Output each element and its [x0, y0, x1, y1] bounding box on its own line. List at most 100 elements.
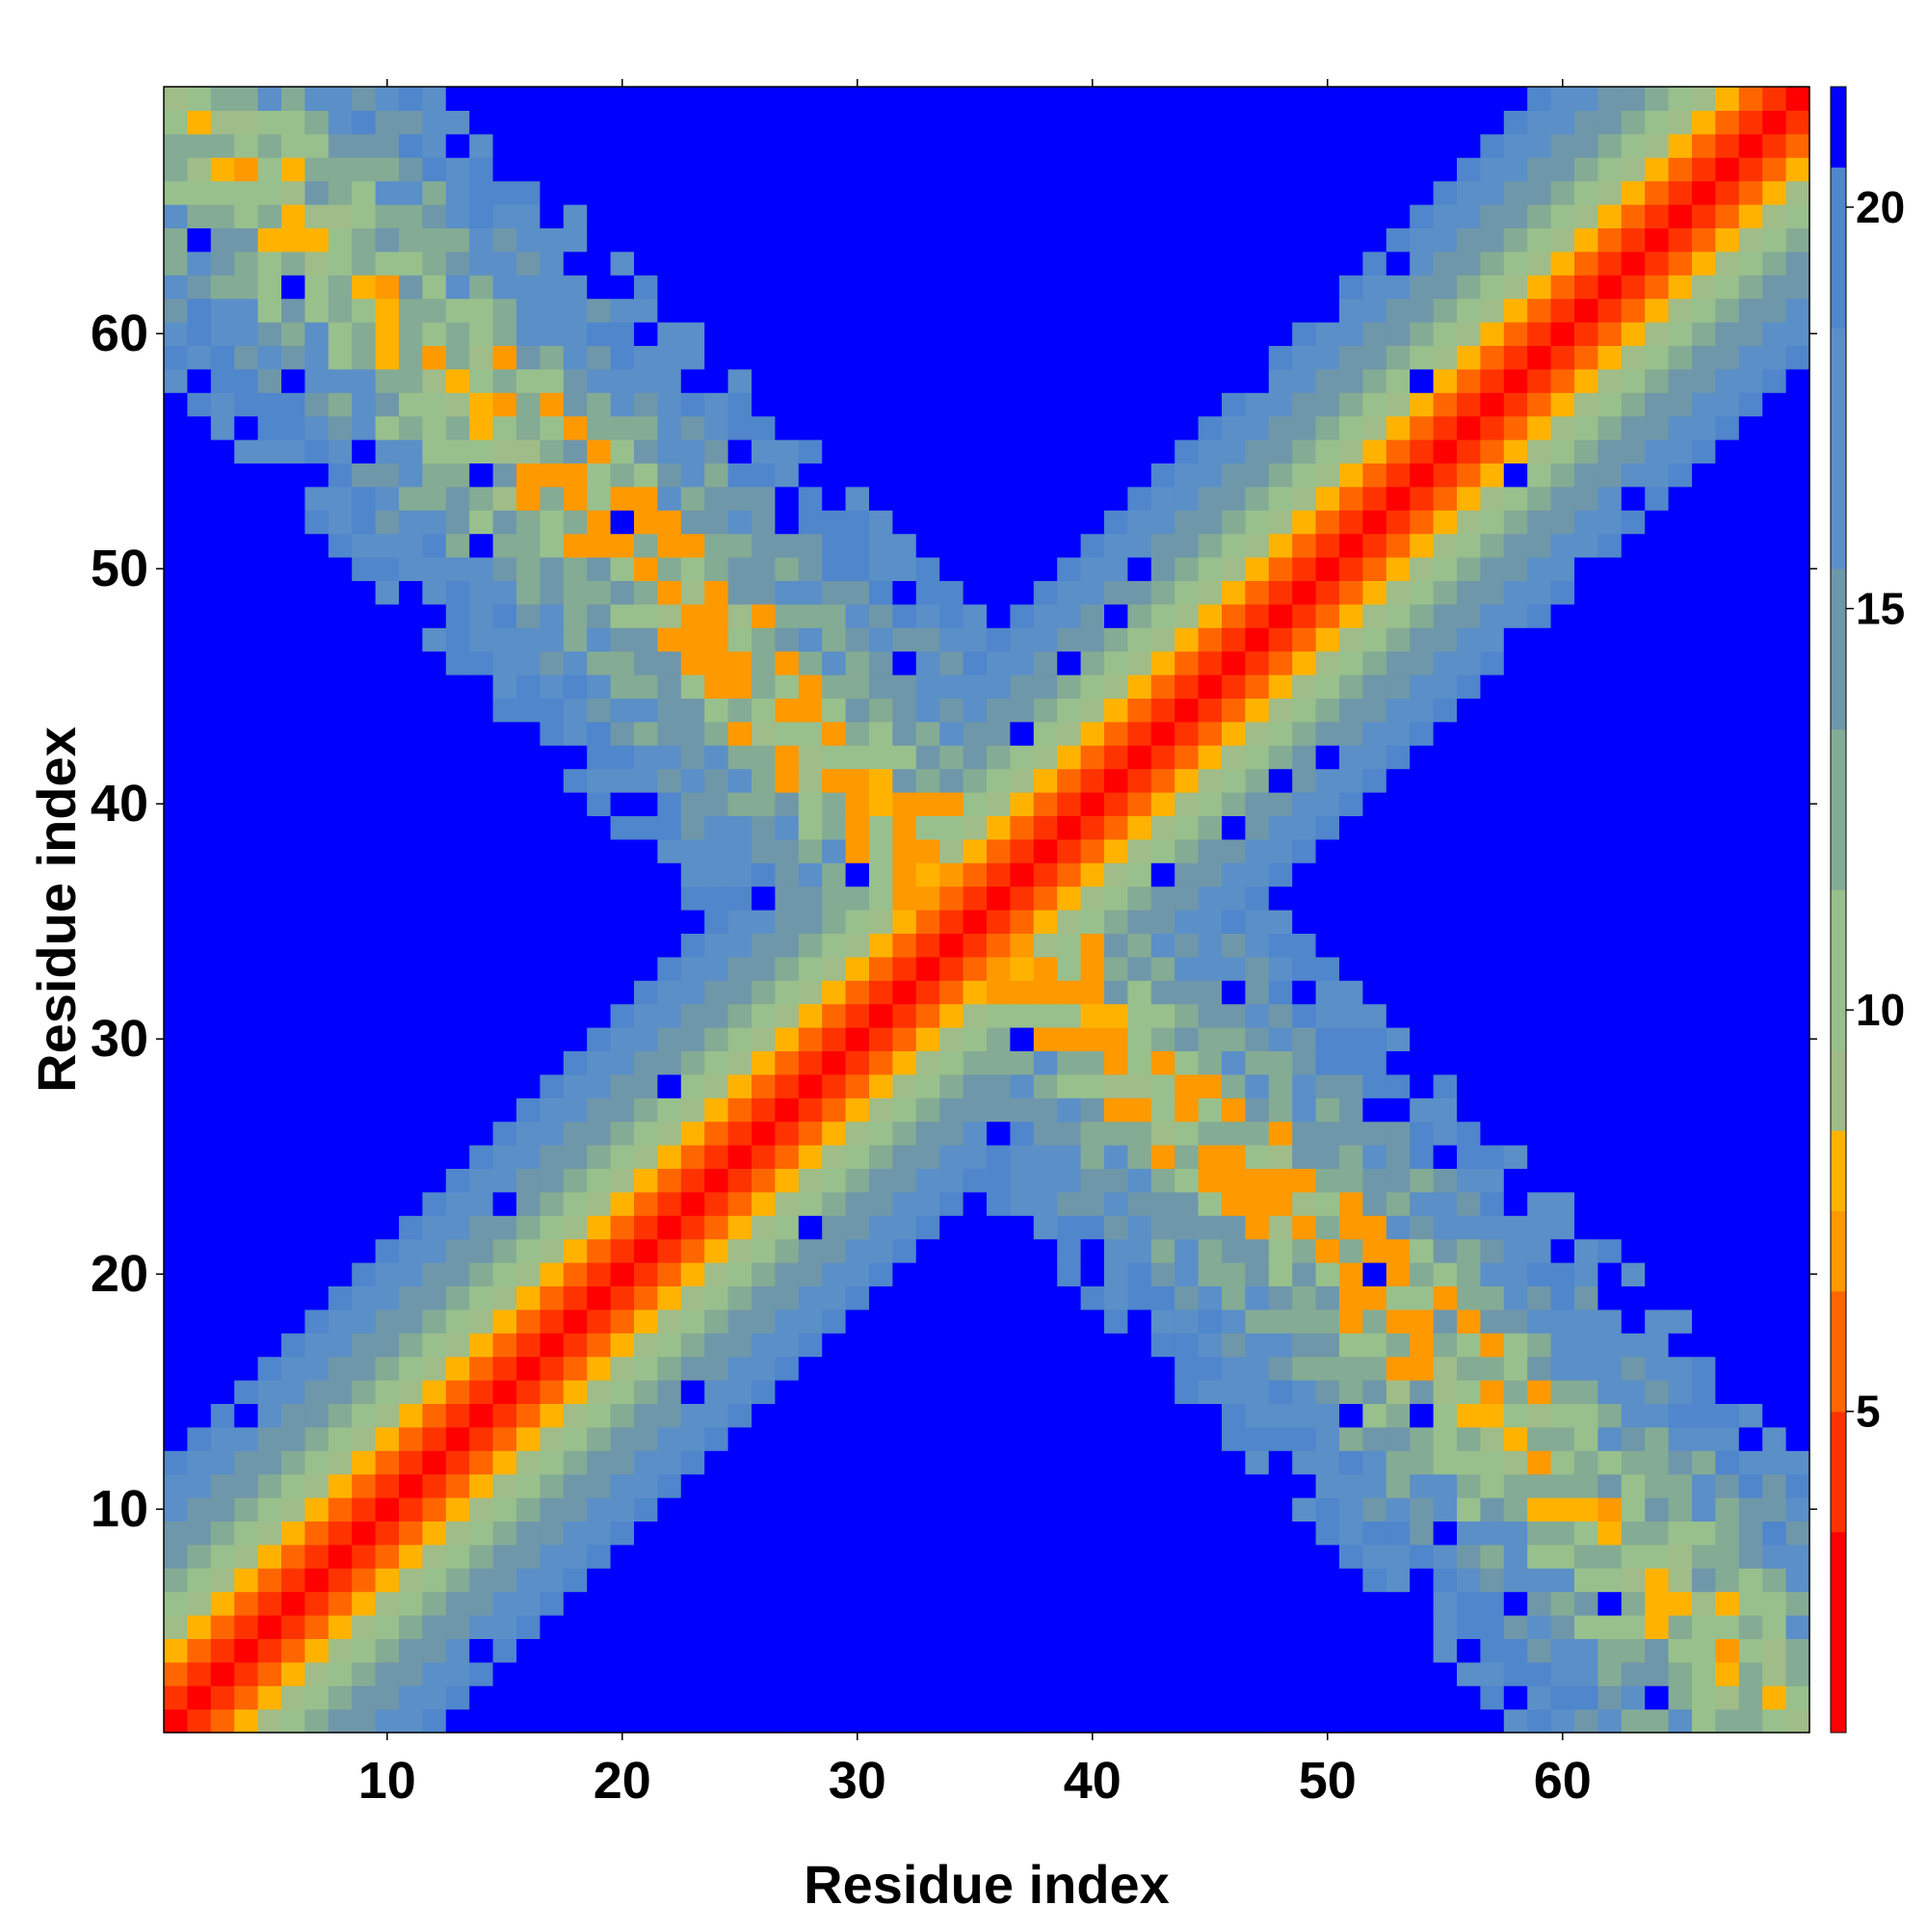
heatmap-cell [187, 1568, 212, 1593]
heatmap-cell [1080, 157, 1105, 182]
heatmap-cell [775, 298, 800, 323]
heatmap-cell [1715, 1333, 1740, 1358]
heatmap-cell [1738, 157, 1763, 182]
heatmap-cell [587, 1215, 612, 1240]
heatmap-cell [1245, 1450, 1270, 1475]
heatmap-cell [1527, 1521, 1552, 1546]
heatmap-cell [1292, 580, 1317, 605]
heatmap-cell [987, 415, 1011, 440]
heatmap-cell [187, 1521, 212, 1546]
heatmap-cell [1033, 157, 1058, 182]
heatmap-cell [1785, 486, 1810, 511]
heatmap-cell [1527, 204, 1552, 228]
heatmap-cell [892, 1450, 917, 1475]
heatmap-cell [1245, 180, 1270, 205]
heatmap-cell [1292, 1073, 1317, 1098]
heatmap-cell [892, 698, 917, 723]
heatmap-cell [1645, 1168, 1670, 1193]
heatmap-cell [1362, 1544, 1387, 1569]
heatmap-cell [822, 1215, 847, 1240]
heatmap-cell [1668, 627, 1693, 652]
heatmap-cell [469, 322, 494, 346]
heatmap-cell [1645, 1027, 1670, 1051]
heatmap-cell [1386, 627, 1411, 652]
heatmap-cell [1057, 603, 1082, 628]
heatmap-cell [610, 463, 635, 488]
heatmap-cell [1480, 1708, 1505, 1734]
heatmap-cell [1315, 1073, 1340, 1098]
heatmap-cell [328, 1521, 353, 1546]
heatmap-cell [1645, 1638, 1670, 1663]
heatmap-cell [210, 1121, 235, 1146]
heatmap-cell [563, 1426, 588, 1451]
heatmap-cell [1292, 1027, 1317, 1051]
heatmap-cell [1410, 87, 1435, 111]
heatmap-cell [1245, 1215, 1270, 1240]
heatmap-cell [1621, 227, 1646, 252]
heatmap-cell [492, 1497, 517, 1522]
heatmap-cell [1715, 1238, 1740, 1263]
heatmap-cell [1127, 980, 1152, 1005]
heatmap-cell [798, 721, 823, 746]
heatmap-cell [164, 1568, 188, 1593]
heatmap-cell [939, 345, 964, 370]
heatmap-cell [704, 227, 729, 252]
heatmap-cell [915, 1168, 940, 1193]
heatmap-cell [1033, 1309, 1058, 1334]
heatmap-cell [1245, 110, 1270, 135]
heatmap-cell [563, 110, 588, 135]
heatmap-cell [657, 1285, 682, 1310]
heatmap-cell [657, 392, 682, 417]
heatmap-cell [1668, 1238, 1693, 1263]
heatmap-cell [1410, 980, 1435, 1005]
heatmap-cell [1457, 533, 1481, 558]
heatmap-cell [1010, 768, 1035, 793]
heatmap-cell [1222, 650, 1246, 675]
heatmap-cell [869, 675, 893, 699]
heatmap-cell [1198, 463, 1223, 488]
heatmap-cell [1738, 368, 1763, 393]
heatmap-cell [1198, 1615, 1223, 1639]
heatmap-cell [657, 980, 682, 1005]
colorbar-segment [1831, 1049, 1846, 1131]
heatmap-cell [1386, 956, 1411, 981]
heatmap-cell [399, 439, 423, 463]
heatmap-cell [1433, 862, 1458, 887]
heatmap-cell [1457, 1309, 1481, 1334]
heatmap-cell [798, 933, 823, 958]
heatmap-cell [516, 1027, 541, 1051]
heatmap-cell [1245, 1356, 1270, 1381]
heatmap-cell [1245, 815, 1270, 840]
heatmap-cell [1386, 439, 1411, 463]
heatmap-cell [1222, 368, 1246, 393]
heatmap-cell [1621, 1309, 1646, 1334]
heatmap-cell [1433, 322, 1458, 346]
heatmap-cell [1527, 486, 1552, 511]
heatmap-cell [328, 956, 353, 981]
heatmap-cell [1503, 886, 1528, 911]
heatmap-cell [587, 1168, 612, 1193]
heatmap-cell [1080, 698, 1105, 723]
heatmap-cell [634, 1073, 658, 1098]
colorbar-segment [1831, 568, 1846, 730]
heatmap-cell [1245, 157, 1270, 182]
heatmap-cell [798, 745, 823, 770]
heatmap-cell [1480, 180, 1505, 205]
heatmap-cell [657, 627, 682, 652]
heatmap-cell [610, 1168, 635, 1193]
heatmap-cell [540, 1098, 565, 1123]
heatmap-cell [1645, 322, 1670, 346]
heatmap-cell [1057, 1685, 1082, 1710]
heatmap-cell [1150, 1544, 1175, 1569]
heatmap-cell [752, 1615, 776, 1639]
heatmap-cell [1668, 650, 1693, 675]
heatmap-cell [1010, 322, 1035, 346]
heatmap-cell [1127, 486, 1152, 511]
heatmap-cell [634, 1333, 658, 1358]
heatmap-cell [1222, 1003, 1246, 1028]
heatmap-cell [963, 251, 988, 276]
heatmap-cell [1480, 1191, 1505, 1216]
heatmap-cell [234, 675, 259, 699]
heatmap-cell [939, 275, 964, 300]
heatmap-cell [845, 1285, 870, 1310]
